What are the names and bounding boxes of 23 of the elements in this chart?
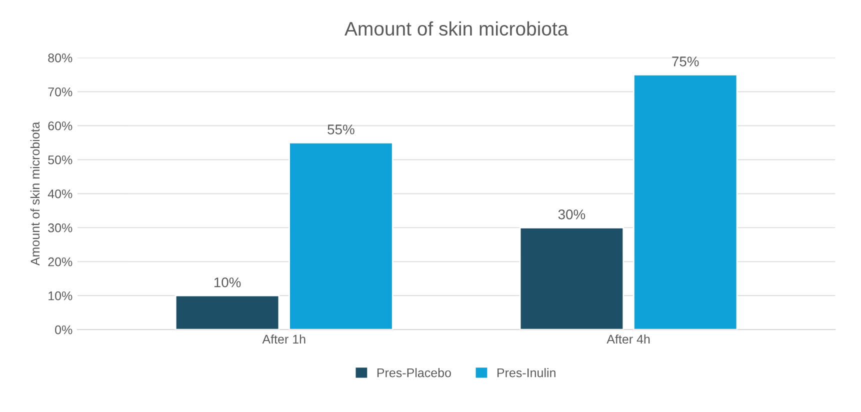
y-tick-label: 80%	[48, 53, 72, 62]
y-tick-label: 70%	[48, 87, 72, 96]
chart-title: Amount of skin microbiota	[344, 21, 568, 36]
data-label: 75%	[672, 56, 699, 66]
bar	[633, 74, 738, 330]
y-tick-label: 30%	[48, 223, 72, 232]
legend-label: Pres-Inulin	[498, 368, 556, 378]
x-tick-label: After 1h	[262, 334, 306, 344]
y-axis-title: Amount of skin microbiota	[30, 122, 40, 266]
y-tick-label: 0%	[55, 325, 72, 334]
y-tick-label: 20%	[48, 257, 72, 266]
y-tick-label: 60%	[48, 121, 72, 130]
bar	[519, 226, 624, 330]
bar	[288, 142, 394, 330]
bar	[174, 294, 280, 330]
y-tick-label: 40%	[48, 189, 72, 198]
x-tick-label: After 4h	[606, 334, 650, 344]
y-tick-label: 10%	[48, 291, 72, 300]
data-label: 10%	[214, 277, 241, 288]
data-label: 30%	[558, 209, 586, 220]
data-label: 55%	[328, 124, 354, 134]
y-tick-label: 50%	[48, 155, 72, 164]
legend-label: Pres-Placebo	[377, 368, 451, 378]
